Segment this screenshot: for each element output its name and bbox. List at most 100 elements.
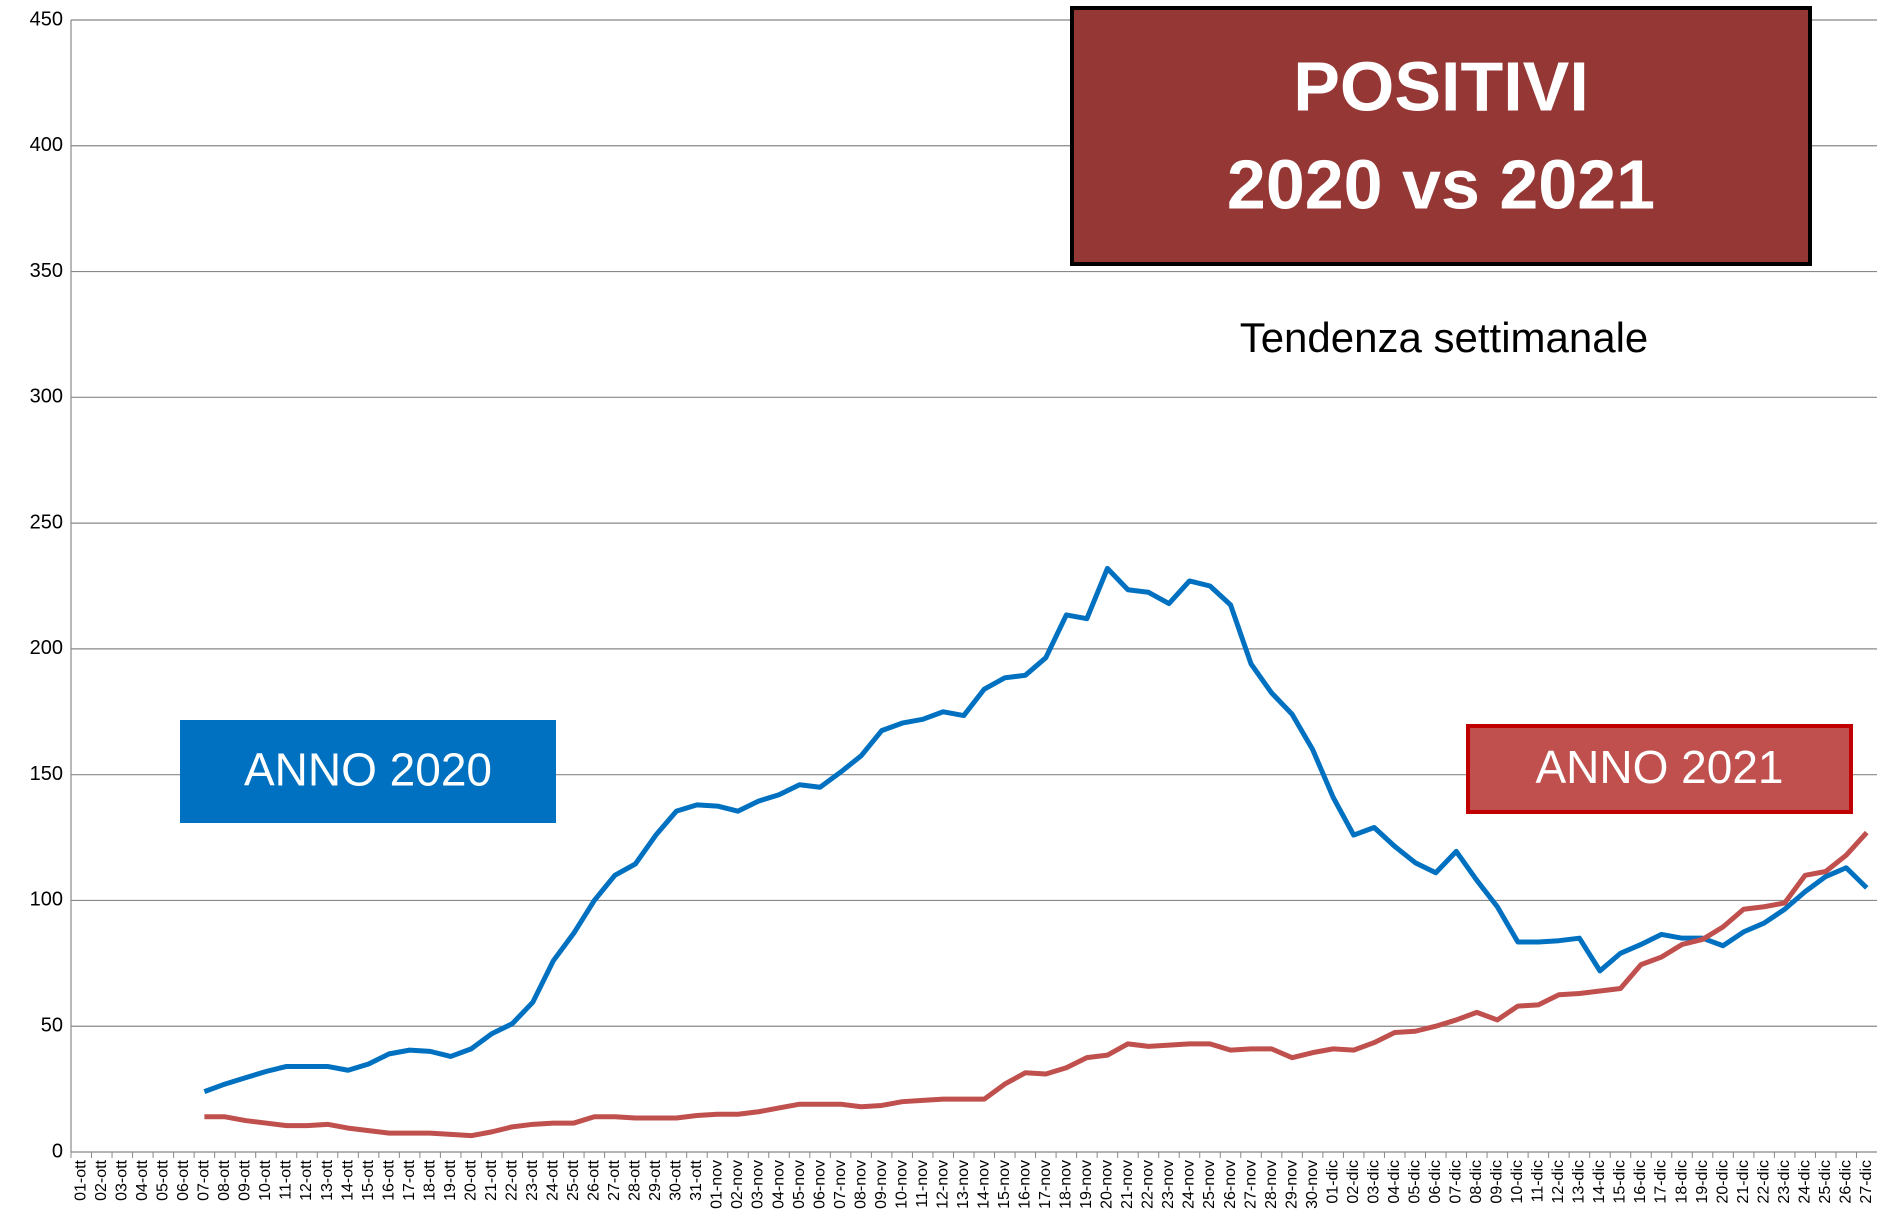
x-tick-label: 26-nov: [1222, 1160, 1239, 1209]
x-tick-label: 05-ott: [155, 1159, 172, 1200]
x-tick-label: 06-nov: [811, 1160, 828, 1209]
y-tick-label: 200: [30, 637, 63, 659]
x-tick-label: 16-ott: [380, 1159, 397, 1200]
x-tick-label: 21-nov: [1119, 1160, 1136, 1209]
x-tick-label: 18-dic: [1673, 1160, 1690, 1204]
title-box: [1070, 6, 1812, 266]
x-tick-label: 24-ott: [545, 1159, 562, 1200]
x-tick-label: 26-ott: [586, 1159, 603, 1200]
x-tick-label: 02-nov: [729, 1160, 746, 1209]
x-tick-label: 27-nov: [1242, 1160, 1259, 1209]
x-tick-label: 12-ott: [298, 1159, 315, 1200]
x-tick-label: 19-nov: [1078, 1160, 1095, 1209]
x-tick-label: 17-nov: [1037, 1160, 1054, 1209]
x-tick-label: 20-nov: [1099, 1160, 1116, 1209]
overlay: ANNO 2020 ANNO 2021: [180, 720, 1853, 823]
x-tick-label: 31-ott: [688, 1159, 705, 1200]
y-tick-label: 50: [41, 1015, 63, 1037]
x-tick-label: 14-dic: [1591, 1160, 1608, 1204]
x-tick-label: 12-dic: [1550, 1160, 1567, 1204]
legend-box: [180, 720, 556, 823]
x-tick-label: 22-nov: [1140, 1160, 1157, 1209]
x-tick-label: 18-ott: [421, 1159, 438, 1200]
y-tick-label: 350: [30, 260, 63, 282]
x-tick-label: 08-ott: [216, 1159, 233, 1200]
x-tick-label: 06-dic: [1427, 1160, 1444, 1204]
x-tick-label: 15-nov: [996, 1160, 1013, 1209]
x-tick-label: 27-ott: [606, 1159, 623, 1200]
x-tick-label: 23-ott: [524, 1159, 541, 1200]
x-tick-label: 28-ott: [627, 1159, 644, 1200]
series-line: [204, 830, 1869, 1139]
x-tick-label: 04-nov: [770, 1160, 787, 1209]
x-tick-label: 01-nov: [709, 1160, 726, 1209]
x-tick-label: 13-dic: [1571, 1160, 1588, 1204]
chart-title: 2020 vs 2021: [1227, 145, 1655, 223]
x-tick-label: 07-ott: [196, 1159, 213, 1200]
x-tick-label: 02-ott: [93, 1159, 110, 1200]
x-tick-label: 21-ott: [483, 1159, 500, 1200]
x-tick-label: 10-nov: [893, 1160, 910, 1209]
x-tick-label: 28-nov: [1263, 1160, 1280, 1209]
x-tick-label: 09-ott: [237, 1159, 254, 1200]
x-tick-label: 05-nov: [791, 1160, 808, 1209]
x-tick-label: 10-dic: [1509, 1160, 1526, 1204]
legend-box: [1466, 724, 1853, 814]
x-tick-label: 23-dic: [1776, 1160, 1793, 1204]
x-tick-label: 16-nov: [1017, 1160, 1034, 1209]
x-tick-label: 24-nov: [1181, 1160, 1198, 1209]
y-tick-label: 150: [30, 763, 63, 785]
x-tick-label: 29-nov: [1283, 1160, 1300, 1209]
x-tick-label: 02-dic: [1345, 1160, 1362, 1204]
x-tick-label: 14-nov: [975, 1160, 992, 1209]
x-tick-label: 12-nov: [934, 1160, 951, 1209]
x-tick-label: 04-ott: [134, 1159, 151, 1200]
x-tick-label: 01-dic: [1324, 1160, 1341, 1204]
y-tick-label: 300: [30, 386, 63, 408]
y-tick-label: 0: [52, 1140, 63, 1162]
chart-title: POSITIVI: [1293, 47, 1589, 125]
x-tick-label: 11-nov: [914, 1160, 931, 1208]
x-tick-label: 09-dic: [1489, 1160, 1506, 1204]
x-tick-label: 25-ott: [565, 1159, 582, 1200]
x-tick-label: 19-ott: [442, 1159, 459, 1200]
x-tick-label: 22-dic: [1755, 1160, 1772, 1204]
x-tick-label: 25-dic: [1817, 1160, 1834, 1204]
series-line: [203, 565, 1869, 1094]
x-tick-label: 15-dic: [1612, 1160, 1629, 1204]
x-tick-label: 27-dic: [1858, 1160, 1875, 1204]
x-tick-label: 06-ott: [175, 1159, 192, 1200]
x-tick-label: 11-ott: [278, 1159, 295, 1199]
x-tick-label: 21-dic: [1735, 1160, 1752, 1204]
x-tick-label: 03-dic: [1365, 1160, 1382, 1204]
x-tick-label: 13-ott: [319, 1159, 336, 1200]
x-tick-label: 08-dic: [1468, 1160, 1485, 1204]
x-tick-label: 26-dic: [1837, 1160, 1854, 1204]
x-tick-label: 20-ott: [462, 1159, 479, 1200]
chart-subtitle: Tendenza settimanale: [1240, 314, 1649, 361]
x-tick-label: 09-nov: [873, 1160, 890, 1209]
x-tick-label: 19-dic: [1694, 1160, 1711, 1204]
x-tick-label: 15-ott: [360, 1159, 377, 1200]
x-tick-label: 16-dic: [1632, 1160, 1649, 1204]
x-tick-label: 03-ott: [114, 1159, 131, 1200]
x-tick-label: 07-dic: [1448, 1160, 1465, 1204]
legend-label: ANNO 2020: [244, 744, 492, 796]
legend-label: ANNO 2021: [1535, 741, 1783, 793]
x-tick-label: 11-dic: [1530, 1160, 1547, 1202]
x-tick-label: 23-nov: [1160, 1160, 1177, 1209]
x-tick-label: 20-dic: [1714, 1160, 1731, 1204]
y-tick-label: 250: [30, 511, 63, 533]
x-tick-label: 17-dic: [1653, 1160, 1670, 1204]
x-tick-label: 22-ott: [503, 1159, 520, 1200]
x-tick-label: 14-ott: [339, 1159, 356, 1200]
x-tick-label: 07-nov: [832, 1160, 849, 1209]
x-tick-label: 30-ott: [668, 1159, 685, 1200]
y-tick-label: 400: [30, 134, 63, 156]
x-tick-label: 04-dic: [1386, 1160, 1403, 1204]
x-tick-label: 29-ott: [647, 1159, 664, 1200]
x-tick-label: 13-nov: [955, 1160, 972, 1209]
x-tick-label: 25-nov: [1201, 1160, 1218, 1209]
